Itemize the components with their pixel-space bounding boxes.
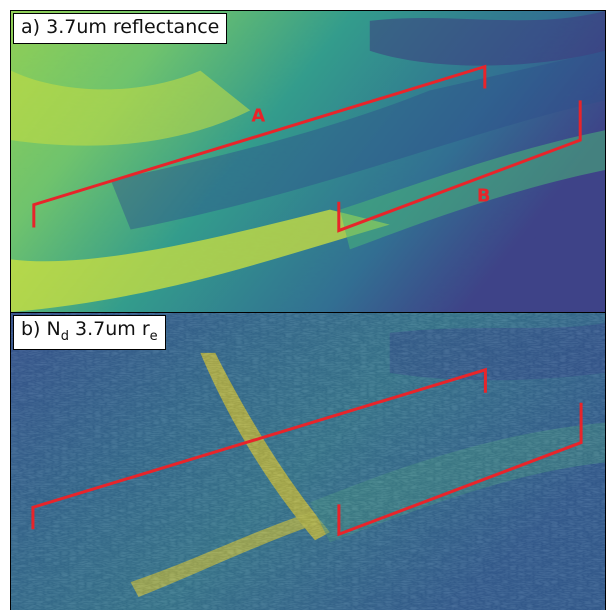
panel-b-droplet-number-image: b) Nd 3.7um re	[10, 312, 606, 610]
panel-b-prefix: b) N	[21, 318, 61, 340]
track-b-line	[337, 100, 582, 233]
panel-a-prefix: a)	[21, 16, 41, 38]
track-b-line-b	[337, 402, 583, 537]
droplet-number-heatmap	[11, 313, 605, 610]
panel-b-subscript-e: e	[149, 328, 158, 344]
panel-a-title-text: 3.7um reflectance	[46, 16, 220, 38]
track-a-line	[32, 64, 487, 228]
panel-a-title: a) 3.7um reflectance	[13, 13, 228, 44]
panel-a-reflectance-image: A B a) 3.7um reflectance	[10, 10, 606, 313]
panel-b-title-text: 3.7um r	[69, 318, 150, 340]
panel-b-subscript-d: d	[60, 328, 69, 344]
track-b-label: B	[477, 186, 491, 207]
reflectance-heatmap	[11, 11, 605, 312]
flight-track-overlay-b	[31, 367, 583, 537]
track-a-label: A	[251, 105, 265, 126]
track-a-line-b	[31, 367, 487, 530]
panel-b-title: b) Nd 3.7um re	[13, 315, 166, 350]
flight-track-overlay: A B	[32, 64, 582, 233]
